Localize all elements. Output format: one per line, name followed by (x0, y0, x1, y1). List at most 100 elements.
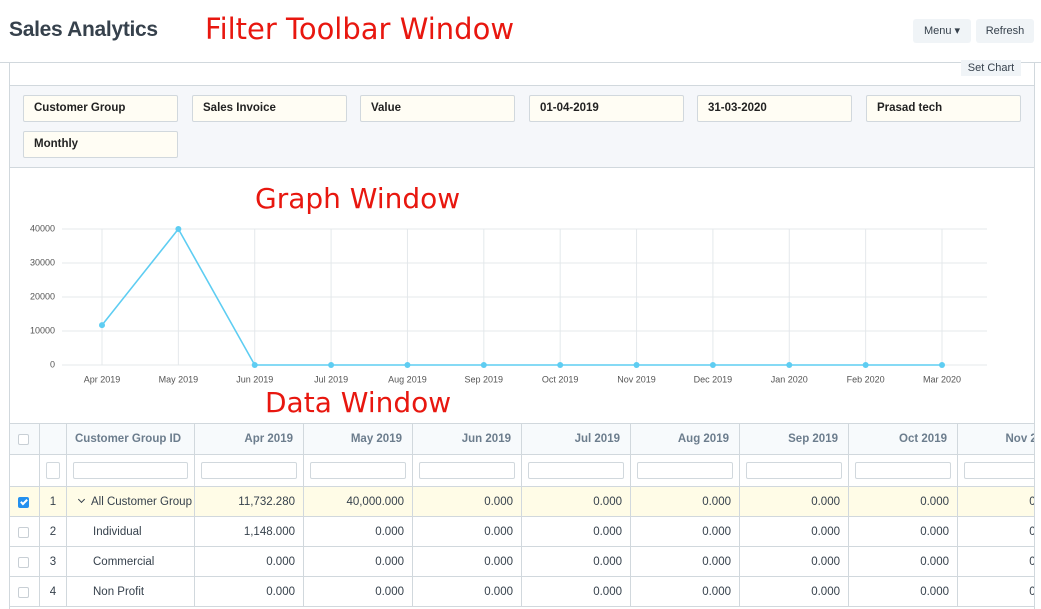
checkbox[interactable] (18, 526, 29, 538)
table-cell: All Customer Group (67, 487, 195, 517)
checkbox[interactable] (18, 434, 29, 445)
annotation: Filter Toolbar Window (205, 12, 515, 46)
header-bar (0, 0, 1041, 63)
cell-value: 40,000.000 (346, 496, 404, 508)
column-filter-input[interactable] (528, 462, 624, 479)
y-tick-label: 30000 (30, 257, 55, 267)
cell-value: 0.000 (484, 526, 513, 538)
column-filter-input[interactable] (964, 462, 1034, 479)
column-filter-input[interactable] (201, 462, 297, 479)
table-cell: 40,000.000 (304, 487, 413, 517)
cell-value: 0.000 (1029, 577, 1034, 607)
column-header: Nov 2019 (1005, 433, 1034, 445)
table-cell: 0.000 (849, 547, 958, 577)
column-header: Aug 2019 (677, 433, 729, 445)
point (404, 362, 411, 368)
content-frame (9, 63, 1035, 609)
table-cell: 0.000 (631, 547, 740, 577)
cell-value: 0.000 (920, 526, 949, 538)
checkbox[interactable] (18, 556, 29, 568)
x-tick-label: Apr 2019 (84, 374, 121, 384)
filter-cell (40, 455, 67, 487)
column-header: May 2019 (350, 433, 402, 445)
filter-cell (10, 455, 40, 487)
filter-field[interactable]: 01-04-2019 (529, 95, 684, 122)
x-tick-label: Oct 2019 (542, 374, 579, 384)
row-index: 1 (49, 496, 57, 508)
cell-value: 1,148.000 (243, 526, 295, 538)
column-filter-input[interactable] (310, 462, 406, 479)
filter-cell (67, 455, 195, 487)
cell-value: 0.000 (593, 526, 622, 538)
cell-value: 0.000 (1029, 487, 1034, 517)
point (328, 362, 335, 368)
y-tick-label: 20000 (30, 291, 55, 301)
table-cell: 4 (40, 577, 67, 607)
column-filter-input[interactable] (637, 462, 733, 479)
column-filter-input[interactable] (73, 462, 188, 479)
table-cell: Individual (67, 517, 195, 547)
point (862, 362, 869, 368)
checkbox-checked[interactable] (18, 496, 29, 508)
filter-field[interactable]: 31-03-2020 (697, 95, 852, 122)
y-tick-label: 0 (50, 359, 55, 369)
column-filter-input[interactable] (746, 462, 842, 479)
table-cell: 0.000 (631, 577, 740, 607)
filter-field[interactable]: Customer Group (23, 95, 178, 122)
column-filter-input[interactable] (419, 462, 515, 479)
row-index: 4 (49, 586, 57, 598)
cell-value: 11,732.280 (238, 496, 295, 508)
table-cell: 0.000 (631, 517, 740, 547)
expand-chevron[interactable] (77, 495, 86, 504)
x-tick-label: Feb 2020 (847, 374, 885, 384)
table-cell: 0.000 (849, 517, 958, 547)
table-cell: 1 (40, 487, 67, 517)
checkbox[interactable] (18, 586, 29, 598)
table-cell (10, 487, 40, 517)
cell-value: 0.000 (375, 556, 404, 568)
filter-cell (522, 455, 631, 487)
table-cell: 3 (40, 547, 67, 577)
column-filter-input[interactable] (46, 462, 60, 479)
point (175, 226, 182, 232)
header-cell (10, 424, 40, 455)
cell-value: 0.000 (811, 556, 840, 568)
point (709, 362, 716, 368)
x-tick-label: Sep 2019 (465, 374, 504, 384)
header-cell: Sep 2019 (740, 424, 849, 455)
filter-area (10, 85, 1034, 168)
point (939, 362, 945, 368)
table-cell: 0.000 (740, 517, 849, 547)
filter-cell (740, 455, 849, 487)
filter-cell (849, 455, 958, 487)
table-cell (10, 517, 40, 547)
header-cell: Jun 2019 (413, 424, 522, 455)
table-cell: 0.000 (413, 577, 522, 607)
table-cell: 0.000 (304, 577, 413, 607)
table-cell: 0.000 (522, 517, 631, 547)
row-name: Commercial (93, 556, 155, 568)
filter-field[interactable]: Sales Invoice (192, 95, 347, 122)
table-cell: 0.000 (740, 577, 849, 607)
row-name: Non Profit (93, 586, 145, 598)
header-button[interactable]: Menu ▾ (913, 19, 971, 43)
point (633, 362, 640, 368)
column-filter-input[interactable] (855, 462, 951, 479)
point (251, 362, 258, 368)
header-cell: Apr 2019 (195, 424, 304, 455)
filter-cell (958, 455, 1034, 487)
cell-value: 0.000 (920, 586, 949, 598)
table-cell: 0.000 (740, 487, 849, 517)
table-cell: Non Profit (67, 577, 195, 607)
filter-field[interactable]: Prasad tech (866, 95, 1021, 122)
set-chart-button[interactable]: Set Chart (961, 60, 1021, 76)
header-button[interactable]: Refresh (976, 19, 1034, 43)
cell-value: 0.000 (702, 556, 731, 568)
filter-field[interactable]: Monthly (23, 131, 178, 158)
x-tick-label: Dec 2019 (694, 374, 733, 384)
table-cell: 11,732.280 (195, 487, 304, 517)
cell-value: 0.000 (702, 496, 731, 508)
filter-field[interactable]: Value (360, 95, 515, 122)
header-cell: Aug 2019 (631, 424, 740, 455)
